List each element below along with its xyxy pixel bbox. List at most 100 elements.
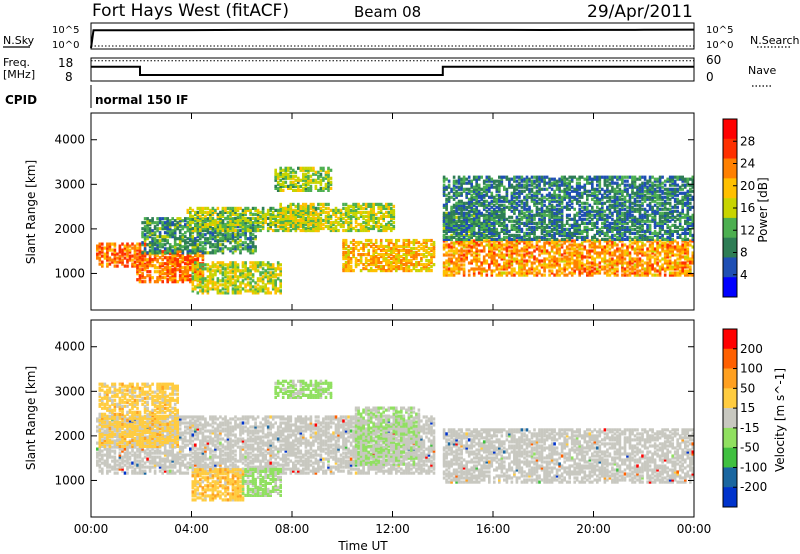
data-cell <box>515 261 519 265</box>
data-cell <box>425 242 428 247</box>
data-cell <box>678 265 682 269</box>
data-cell <box>246 237 250 241</box>
data-cell <box>580 251 584 255</box>
data-cell <box>292 216 295 220</box>
data-cell <box>379 208 383 212</box>
data-cell <box>498 219 501 223</box>
data-cell <box>148 256 152 260</box>
data-cell <box>211 245 215 249</box>
data-cell <box>196 210 200 214</box>
data-cell <box>196 279 200 283</box>
data-cell <box>400 267 403 271</box>
data-cell <box>633 251 637 255</box>
data-cell <box>307 220 310 225</box>
data-cell <box>374 261 378 265</box>
data-cell <box>186 266 190 270</box>
data-cell <box>166 249 169 253</box>
data-cell <box>374 220 378 225</box>
data-cell <box>116 256 119 260</box>
data-cell <box>266 265 270 269</box>
data-cell <box>214 237 217 241</box>
data-cell <box>681 245 684 249</box>
data-cell <box>314 218 318 223</box>
data-cell <box>219 233 222 237</box>
data-cell <box>362 214 365 218</box>
data-cell <box>156 247 159 251</box>
data-cell <box>475 207 478 211</box>
data-cell <box>234 263 237 267</box>
data-cell <box>251 243 255 247</box>
data-cell <box>128 256 132 260</box>
data-cell <box>508 207 511 211</box>
data-cell <box>251 221 255 225</box>
data-cell <box>319 208 323 212</box>
data-cell <box>297 206 300 210</box>
data-cell <box>543 219 546 223</box>
data-cell <box>289 182 293 186</box>
data-cell <box>676 273 679 277</box>
data-cell <box>673 261 677 265</box>
data-cell <box>465 245 468 249</box>
data-cell <box>284 214 288 218</box>
data-cell <box>304 184 308 188</box>
data-cell <box>452 261 456 265</box>
data-cell <box>166 260 169 264</box>
data-cell <box>369 224 373 229</box>
data-cell <box>219 269 222 273</box>
data-cell <box>317 206 320 210</box>
data-cell <box>274 220 277 225</box>
data-cell <box>161 237 164 241</box>
data-cell <box>533 233 536 237</box>
data-cell <box>681 255 684 259</box>
data-cell <box>611 257 614 261</box>
data-cell <box>221 283 225 287</box>
data-cell <box>450 219 453 223</box>
data-cell <box>281 174 285 178</box>
data-cell <box>387 204 391 208</box>
data-cell <box>689 267 692 271</box>
data-cell <box>530 197 534 201</box>
data-cell <box>322 210 325 214</box>
data-cell <box>279 184 282 188</box>
data-cell <box>171 251 174 255</box>
data-cell <box>465 193 468 197</box>
data-cell <box>201 285 205 289</box>
data-cell <box>538 177 541 181</box>
data-cell <box>379 216 383 220</box>
data-cell <box>251 237 255 241</box>
data-cell <box>241 214 245 218</box>
data-cell <box>628 267 632 271</box>
data-cell <box>535 237 539 241</box>
data-cell <box>498 249 501 253</box>
data-cell <box>221 210 225 214</box>
data-cell <box>387 224 391 229</box>
data-cell <box>498 241 501 245</box>
data-cell <box>289 208 293 212</box>
data-cell <box>525 187 529 191</box>
data-cell <box>171 264 174 268</box>
data-cell <box>349 220 353 225</box>
data-cell <box>651 243 654 247</box>
data-cell <box>392 244 396 249</box>
data-cell <box>387 242 391 247</box>
data-cell <box>322 168 325 172</box>
data-cell <box>603 267 607 271</box>
data-cell <box>493 219 496 223</box>
data-cell <box>359 259 363 263</box>
data-cell <box>168 278 172 282</box>
data-cell <box>671 249 674 253</box>
data-cell <box>271 281 275 285</box>
data-cell <box>415 250 418 255</box>
data-cell <box>342 246 345 251</box>
data-cell <box>450 211 453 215</box>
data-cell <box>224 216 227 220</box>
data-cell <box>482 221 486 225</box>
data-cell <box>508 235 511 239</box>
data-cell <box>271 220 275 225</box>
data-cell <box>297 166 300 170</box>
data-cell <box>387 248 391 253</box>
data-cell <box>503 199 506 203</box>
data-cell <box>520 257 524 261</box>
data-cell <box>533 255 536 259</box>
data-cell <box>106 254 109 258</box>
